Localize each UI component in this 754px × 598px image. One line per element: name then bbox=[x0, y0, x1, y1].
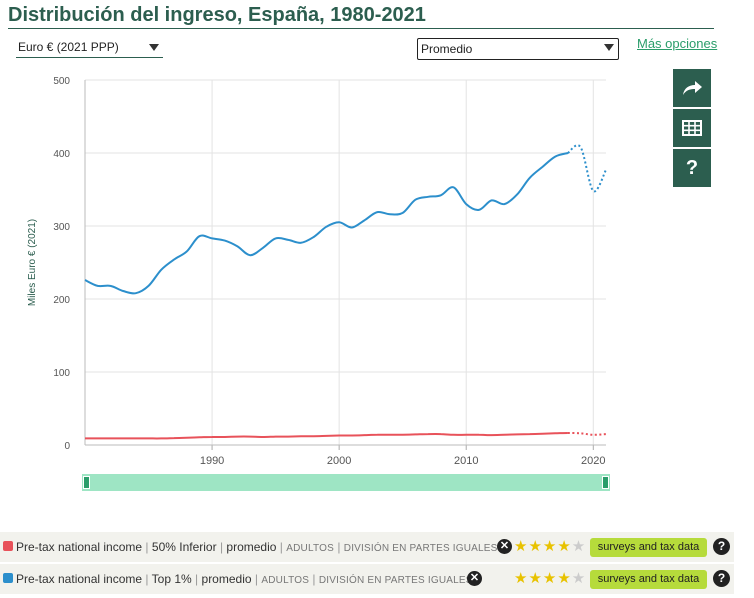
title-divider bbox=[8, 28, 714, 29]
quality-rating-stars: ★★★★★ bbox=[514, 570, 587, 587]
y-tick-label: 500 bbox=[53, 76, 70, 87]
share-button[interactable] bbox=[673, 69, 711, 107]
table-view-button[interactable] bbox=[673, 109, 711, 147]
share-arrow-icon bbox=[683, 81, 702, 95]
remove-series-button[interactable]: ✕ bbox=[497, 539, 512, 554]
more-options-link[interactable]: Más opciones bbox=[637, 36, 718, 51]
income-line-chart: 0 100 200 300 400 500 1990 2000 2010 2020 Miles Eu… bbox=[27, 76, 607, 467]
x-tick-label: 2000 bbox=[327, 455, 351, 467]
data-source-badge[interactable]: surveys and tax data bbox=[590, 570, 707, 589]
data-source-badge[interactable]: surveys and tax data bbox=[590, 538, 707, 557]
y-axis-label: Miles Euro € (2021) bbox=[27, 219, 38, 306]
series-line-estimate-bottom50 bbox=[567, 432, 607, 436]
legend-label: Pre-tax national income | Top 1% | prome… bbox=[16, 572, 473, 586]
legend-swatch bbox=[3, 541, 13, 551]
help-icon[interactable]: ? bbox=[713, 538, 730, 555]
measure-select-value: Promedio bbox=[421, 42, 473, 56]
remove-series-button[interactable]: ✕ bbox=[467, 571, 482, 586]
range-handle-start[interactable] bbox=[83, 476, 90, 489]
year-range-slider[interactable] bbox=[82, 474, 610, 491]
y-tick-label: 300 bbox=[53, 222, 70, 233]
series-line-estimate-top1 bbox=[567, 144, 607, 193]
quality-rating-stars: ★★★★★ bbox=[514, 538, 587, 555]
chevron-down-icon bbox=[149, 44, 159, 51]
y-tick-label: 100 bbox=[53, 368, 70, 379]
measure-select[interactable]: Promedio bbox=[417, 38, 619, 60]
currency-select-value: Euro € (2021 PPP) bbox=[18, 40, 119, 54]
y-tick-label: 0 bbox=[64, 441, 70, 452]
chevron-down-icon bbox=[604, 44, 614, 51]
legend-row-top1: Pre-tax national income | Top 1% | prome… bbox=[0, 564, 734, 594]
help-icon: ? bbox=[685, 156, 699, 179]
help-button[interactable]: ? bbox=[673, 149, 711, 187]
x-tick-label: 2020 bbox=[581, 455, 605, 467]
range-handle-end[interactable] bbox=[602, 476, 609, 489]
series-line-bottom50 bbox=[85, 432, 568, 440]
page-title: Distribución del ingreso, España, 1980-2… bbox=[8, 4, 426, 26]
legend-swatch bbox=[3, 573, 13, 583]
help-icon[interactable]: ? bbox=[713, 570, 730, 587]
x-tick-label: 2010 bbox=[454, 455, 478, 467]
table-grid-icon bbox=[682, 120, 702, 136]
x-tick-label: 1990 bbox=[200, 455, 224, 467]
currency-select[interactable]: Euro € (2021 PPP) bbox=[16, 40, 163, 58]
y-tick-label: 200 bbox=[53, 295, 70, 306]
series-line-top1 bbox=[84, 152, 569, 295]
legend-label: Pre-tax national income | 50% Inferior |… bbox=[16, 540, 498, 554]
y-tick-label: 400 bbox=[53, 149, 70, 160]
legend-row-bottom50: Pre-tax national income | 50% Inferior |… bbox=[0, 532, 734, 562]
